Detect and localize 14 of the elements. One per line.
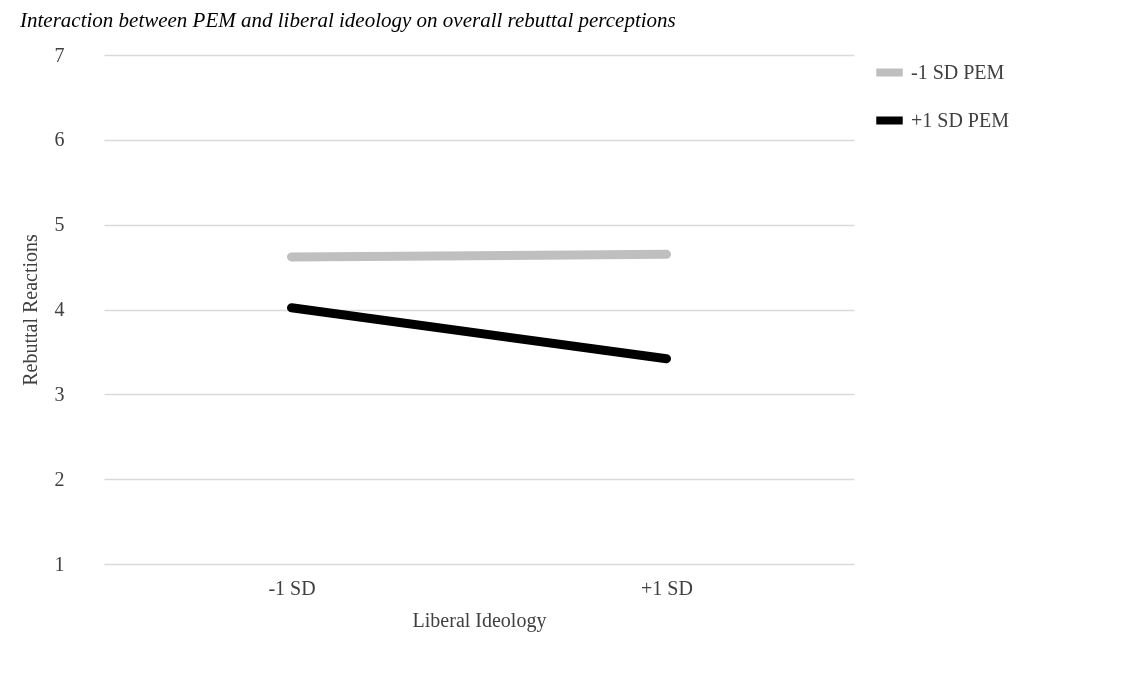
y-tick-label: 7 — [54, 43, 65, 66]
y-axis-title: Rebuttal Reactions — [18, 233, 41, 386]
y-tick-label: 1 — [54, 552, 65, 575]
x-axis-title: Liberal Ideology — [412, 608, 547, 632]
x-tick-label: -1 SD — [268, 576, 316, 599]
y-tick-label: 4 — [54, 298, 65, 320]
y-tick-label: 6 — [54, 128, 65, 151]
legend-label: +1 SD PEM — [911, 108, 1010, 131]
y-tick-label: 5 — [54, 213, 65, 236]
x-tick-label: +1 SD — [641, 576, 693, 599]
chart-title: Interaction between PEM and liberal ideology on overall rebuttal perceptions — [19, 8, 676, 32]
legend-label: -1 SD PEM — [911, 60, 1005, 83]
y-tick-label: 3 — [54, 382, 65, 405]
y-tick-label: 2 — [54, 467, 65, 490]
